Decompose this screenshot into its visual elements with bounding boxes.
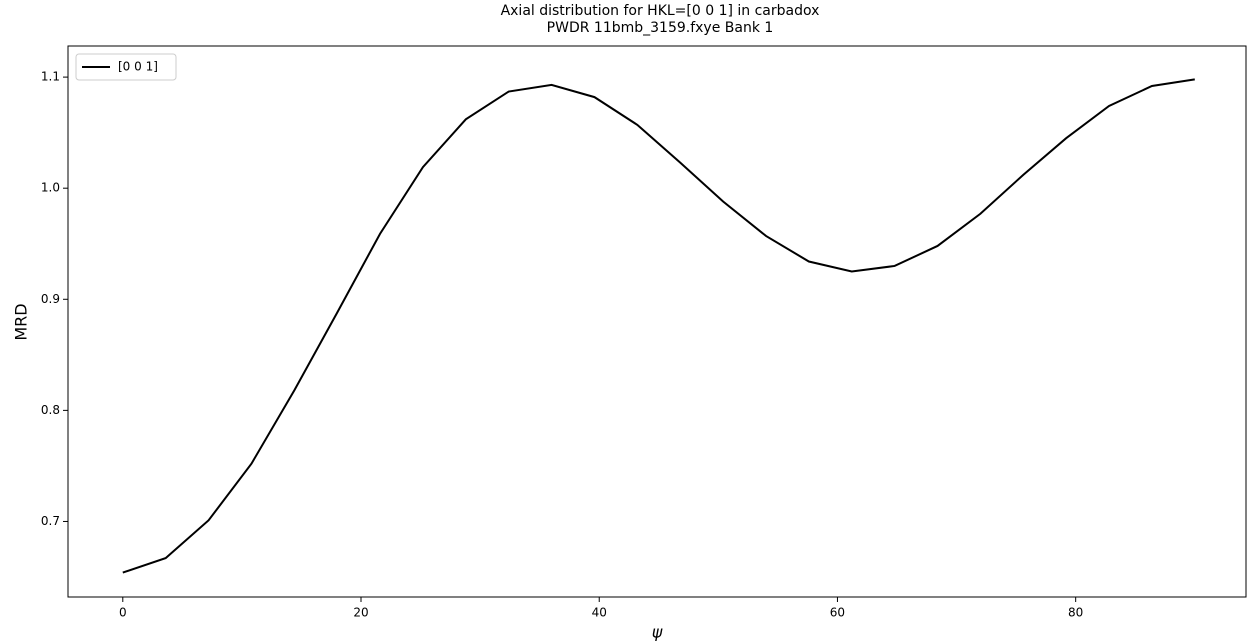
y-tick-label: 1.1	[41, 70, 60, 84]
y-axis-label: MRD	[12, 303, 31, 340]
y-tick-label: 0.8	[41, 403, 60, 417]
x-tick-label: 40	[592, 606, 607, 620]
y-tick-label: 1.0	[41, 181, 60, 195]
chart-title: Axial distribution for HKL=[0 0 1] in ca…	[501, 3, 820, 19]
x-tick-label: 60	[830, 606, 845, 620]
x-tick-label: 20	[353, 606, 368, 620]
data-line	[122, 78, 1195, 574]
x-tick-label: 0	[119, 606, 127, 620]
y-tick-label: 0.7	[41, 514, 60, 528]
x-tick-label: 80	[1068, 606, 1083, 620]
chart-subtitle: PWDR 11bmb_3159.fxye Bank 1	[547, 20, 774, 36]
plot-frame	[67, 45, 1247, 598]
x-axis-label: ψ	[652, 623, 663, 642]
legend-label: [0 0 1]	[118, 60, 158, 74]
y-tick-label: 0.9	[41, 292, 60, 306]
legend-box	[75, 53, 177, 81]
